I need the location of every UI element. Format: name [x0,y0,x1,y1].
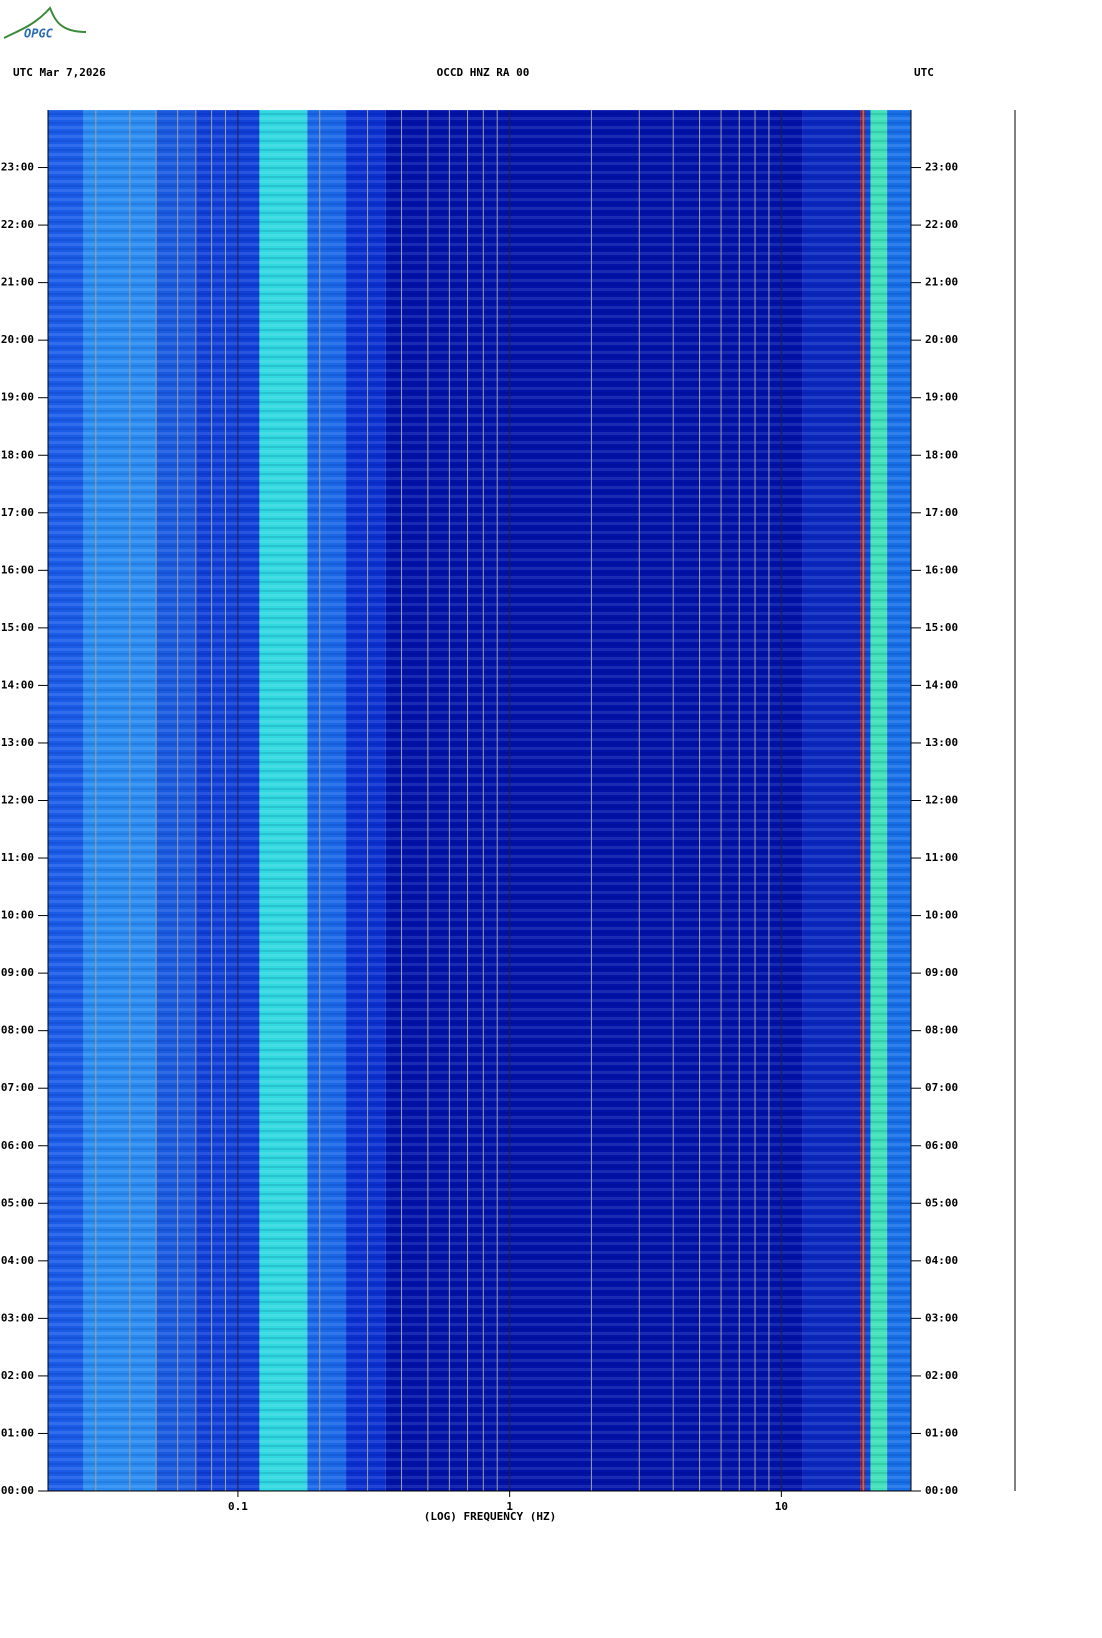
y-tick-label: 01:00 [1,1426,34,1439]
x-axis-label: (LOG) FREQUENCY (HZ) [424,1510,556,1523]
y-tick-label: 14:00 [925,678,958,691]
y-tick-label: 23:00 [1,161,34,174]
y-tick-label: 20:00 [1,333,34,346]
y-tick-label: 18:00 [1,448,34,461]
y-tick-label: 04:00 [925,1254,958,1267]
logo: OPGC [24,27,54,41]
y-tick-label: 19:00 [925,391,958,404]
y-tick-label: 15:00 [925,621,958,634]
y-tick-label: 10:00 [925,909,958,922]
x-tick-label: 0.1 [228,1500,248,1513]
y-tick-label: 05:00 [1,1196,34,1209]
y-tick-label: 12:00 [1,794,34,807]
y-tick-label: 08:00 [1,1024,34,1037]
y-tick-label: 17:00 [925,506,958,519]
logo-curve [3,6,87,39]
y-tick-label: 18:00 [925,448,958,461]
title-left: UTC Mar 7,2026 [13,66,106,79]
y-tick-label: 15:00 [1,621,34,634]
x-tick-label: 1 [506,1500,513,1513]
y-tick-label: 23:00 [925,161,958,174]
y-tick-label: 11:00 [925,851,958,864]
y-tick-label: 03:00 [1,1311,34,1324]
y-tick-label: 10:00 [1,909,34,922]
y-tick-label: 20:00 [925,333,958,346]
y-tick-label: 07:00 [925,1081,958,1094]
texture [48,110,911,1491]
y-tick-label: 12:00 [925,794,958,807]
y-tick-label: 02:00 [1,1369,34,1382]
chart-title: OCCD HNZ RA 00 [437,66,530,79]
y-tick-label: 21:00 [925,276,958,289]
y-tick-label: 02:00 [925,1369,958,1382]
y-tick-label: 00:00 [925,1484,958,1497]
y-tick-label: 13:00 [925,736,958,749]
y-tick-label: 16:00 [925,563,958,576]
y-tick-label: 19:00 [1,391,34,404]
y-tick-label: 08:00 [925,1024,958,1037]
y-tick-label: 21:00 [1,276,34,289]
y-tick-label: 07:00 [1,1081,34,1094]
y-tick-label: 16:00 [1,563,34,576]
y-tick-label: 09:00 [1,966,34,979]
y-tick-label: 01:00 [925,1426,958,1439]
y-tick-label: 14:00 [1,678,34,691]
title-right: UTC [914,66,934,79]
x-tick-label: 10 [775,1500,788,1513]
y-tick-label: 11:00 [1,851,34,864]
y-tick-label: 03:00 [925,1311,958,1324]
y-tick-label: 22:00 [925,218,958,231]
y-tick-label: 22:00 [1,218,34,231]
y-tick-label: 06:00 [925,1139,958,1152]
y-tick-label: 09:00 [925,966,958,979]
y-tick-label: 04:00 [1,1254,34,1267]
y-tick-label: 13:00 [1,736,34,749]
y-tick-label: 05:00 [925,1196,958,1209]
y-tick-label: 17:00 [1,506,34,519]
y-tick-label: 06:00 [1,1139,34,1152]
y-tick-label: 00:00 [1,1484,34,1497]
